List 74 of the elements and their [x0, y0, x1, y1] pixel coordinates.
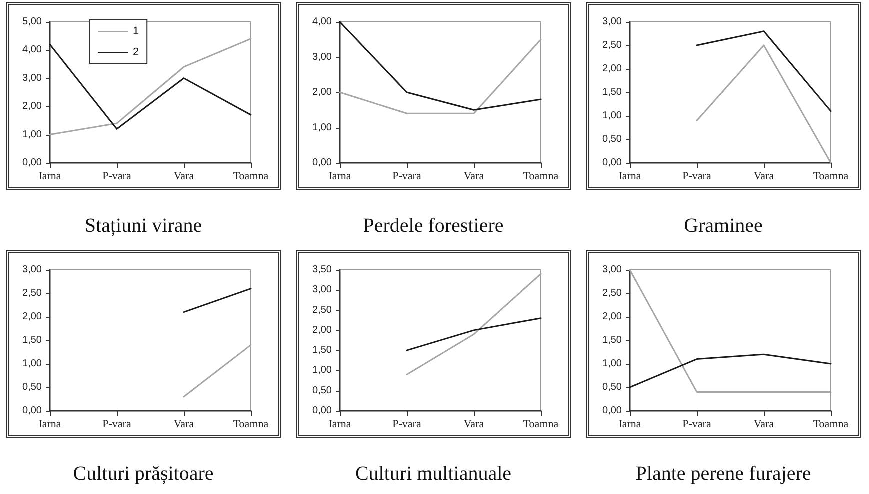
x-tick-label: Toamna: [233, 170, 269, 182]
text: Culturi multianuale: [355, 463, 512, 485]
x-tick-label: P-vara: [102, 170, 132, 182]
y-tick-label: 1,00: [312, 122, 332, 134]
text: Perdele forestiere: [363, 215, 504, 237]
text: Graminee: [684, 215, 764, 237]
y-tick-label: 2,00: [22, 101, 42, 112]
x-tick-label: P-vara: [392, 170, 422, 182]
x-tick-label: Vara: [174, 418, 194, 430]
y-tick-label: 2,50: [22, 288, 42, 299]
y-tick-label: 1,50: [602, 87, 622, 98]
y-tick-label: 4,00: [22, 44, 42, 56]
x-tick-label: Vara: [174, 170, 194, 182]
x-tick-label: P-vara: [682, 170, 712, 182]
y-tick-label: 3,50: [312, 264, 332, 276]
x-tick-label: Toamna: [233, 418, 269, 430]
y-tick-label: 1,50: [602, 335, 622, 346]
line-series: [629, 354, 832, 388]
y-tick-label: 3,00: [602, 264, 622, 276]
x-tick-label: P-vara: [682, 418, 712, 430]
y-tick-label: 2,00: [602, 64, 622, 74]
x-tick-label: Iarna: [38, 418, 62, 430]
x-tick-label: Iarna: [618, 170, 642, 182]
y-tick-label: 0,00: [312, 158, 332, 168]
y-tick-label: 0,50: [602, 382, 622, 393]
y-tick-label: 1,00: [312, 365, 332, 376]
y-tick-label: 5,00: [22, 16, 42, 28]
y-tick-label: 1,00: [602, 110, 622, 122]
y-tick-label: 2,00: [312, 324, 332, 336]
x-tick-label: Toamna: [813, 418, 849, 430]
y-tick-label: 1,50: [22, 335, 42, 346]
y-tick-label: 1,50: [312, 345, 332, 356]
x-tick-label: Vara: [754, 418, 774, 430]
y-tick-label: 2,00: [602, 312, 622, 322]
y-tick-label: 1,00: [22, 129, 42, 140]
x-tick-label: Iarna: [38, 170, 62, 182]
y-tick-label: 3,00: [312, 52, 332, 63]
x-tick-label: Vara: [754, 170, 774, 182]
x-tick-label: Vara: [464, 170, 484, 182]
y-tick-label: 0,50: [602, 134, 622, 145]
y-tick-label: 0,00: [312, 406, 332, 416]
y-tick-label: 2,50: [312, 304, 332, 316]
x-tick-label: Toamna: [813, 170, 849, 182]
text: Plante perene furajere: [636, 463, 812, 485]
y-tick-label: 2,50: [602, 288, 622, 299]
y-tick-label: 0,00: [602, 158, 622, 168]
y-tick-label: 0,00: [602, 406, 622, 416]
y-tick-label: 0,50: [22, 382, 42, 393]
x-tick-label: Vara: [464, 418, 484, 430]
x-tick-label: Toamna: [523, 418, 559, 430]
x-tick-label: Iarna: [618, 418, 642, 430]
y-tick-label: 1,00: [602, 358, 622, 370]
y-tick-label: 4,00: [312, 16, 332, 28]
y-tick-label: 0,00: [22, 406, 42, 416]
legend-label: 1: [133, 26, 140, 38]
y-tick-label: 3,00: [22, 264, 42, 276]
legend-label: 2: [133, 46, 140, 58]
y-tick-label: 1,00: [22, 358, 42, 370]
line-series: [339, 21, 542, 111]
y-tick-label: 3,00: [22, 72, 42, 84]
x-tick-label: P-vara: [102, 418, 132, 430]
y-tick-label: 0,00: [22, 158, 42, 168]
y-tick-label: 3,00: [602, 16, 622, 28]
y-tick-label: 2,00: [312, 87, 332, 98]
x-tick-label: Toamna: [523, 170, 559, 182]
y-tick-label: 0,50: [312, 385, 332, 396]
y-tick-label: 2,50: [602, 40, 622, 51]
y-tick-label: 3,00: [312, 284, 332, 296]
y-tick-label: 2,00: [22, 312, 42, 322]
x-tick-label: P-vara: [392, 418, 422, 430]
x-tick-label: Iarna: [328, 418, 352, 430]
text: Culturi prășitoare: [73, 463, 214, 485]
x-tick-label: Iarna: [328, 170, 352, 182]
text: Stațiuni virane: [84, 215, 202, 237]
